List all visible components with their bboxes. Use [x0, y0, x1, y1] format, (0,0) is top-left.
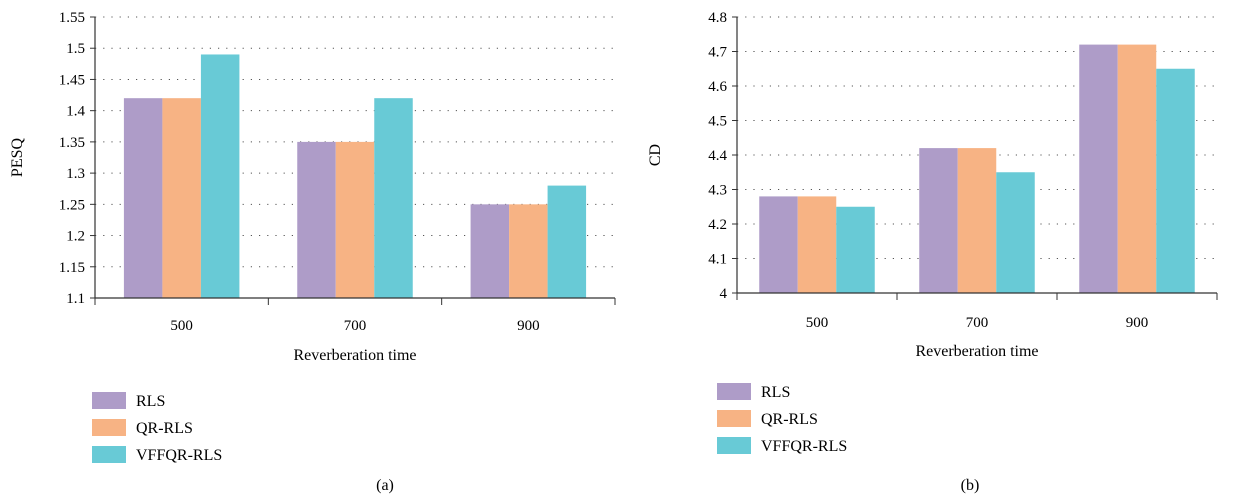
legend-swatch-vffqr-rls	[92, 446, 126, 463]
bar-qr-rls-900	[509, 204, 548, 298]
bar-vffqr-rls-700	[374, 98, 413, 298]
y-tick-label: 1.3	[66, 166, 85, 182]
y-tick-label: 1.25	[59, 197, 85, 213]
x-tick-label: 500	[170, 318, 193, 334]
legend-label: RLS	[761, 384, 790, 401]
bar-qr-rls-900	[1117, 44, 1157, 293]
legend-label: QR-RLS	[136, 420, 193, 437]
y-tick-label: 4.5	[708, 114, 727, 130]
y-tick-label: 4.1	[708, 252, 727, 268]
bar-rls-700	[297, 141, 336, 298]
y-tick-label: 4.2	[708, 217, 727, 233]
bar-rls-500	[759, 196, 798, 293]
x-axis-label: Reverberation time	[915, 343, 1038, 360]
chart-0: 1.1 1.15 1.2 1.25 1.3 1.35 1.4 1.45 1.5 1.55 500 70…	[9, 10, 616, 494]
y-tick-label: 1.2	[66, 229, 85, 245]
y-tick-label: 1.35	[59, 135, 85, 151]
x-tick-label: 500	[806, 315, 829, 331]
y-tick-label: 1.4	[66, 104, 85, 120]
bar-rls-900	[1079, 44, 1118, 293]
legend-swatch-vffqr-rls	[717, 437, 751, 454]
x-tick-label: 700	[966, 315, 989, 331]
y-axis-label: PESQ	[9, 137, 26, 177]
bar-qr-rls-700	[957, 148, 997, 293]
legend-label: VFFQR-RLS	[136, 447, 222, 464]
x-axis-label: Reverberation time	[293, 347, 416, 364]
x-tick-label: 900	[517, 318, 540, 334]
legend-label: QR-RLS	[761, 411, 818, 428]
y-tick-label: 4.8	[708, 10, 727, 26]
bar-qr-rls-700	[335, 141, 375, 298]
legend-swatch-qr-rls	[92, 419, 126, 436]
bar-qr-rls-500	[797, 196, 837, 293]
y-tick-label: 4.6	[708, 79, 727, 95]
legend-swatch-rls	[92, 392, 126, 409]
y-tick-label: 1.1	[66, 291, 85, 307]
legend-swatch-qr-rls	[717, 410, 751, 427]
bar-qr-rls-500	[162, 98, 201, 298]
chart-1: 4 4.1 4.2 4.3 4.4 4.5 4.6 4.7 4.8 500 700 900 Reverb…	[647, 10, 1218, 494]
bar-vffqr-rls-500	[200, 54, 240, 298]
bar-vffqr-rls-700	[996, 172, 1035, 293]
legend-label: VFFQR-RLS	[761, 438, 847, 455]
y-tick-label: 1.15	[59, 260, 85, 276]
panel-caption: (a)	[376, 477, 394, 494]
bar-vffqr-rls-900	[1156, 68, 1195, 293]
bar-vffqr-rls-900	[547, 185, 587, 298]
y-tick-label: 4	[720, 286, 728, 302]
y-tick-label: 4.7	[708, 45, 727, 61]
bar-vffqr-rls-500	[836, 206, 875, 293]
x-tick-label: 700	[344, 318, 367, 334]
y-tick-label: 4.4	[708, 148, 727, 164]
legend-label: RLS	[136, 393, 165, 410]
y-tick-label: 1.5	[66, 41, 85, 57]
x-tick-label: 900	[1126, 315, 1149, 331]
y-tick-label: 4.3	[708, 183, 727, 199]
bar-rls-500	[123, 98, 163, 298]
y-tick-label: 1.55	[59, 10, 85, 26]
bar-rls-700	[919, 148, 958, 293]
y-tick-label: 1.45	[59, 72, 85, 88]
bar-rls-900	[470, 204, 510, 298]
y-axis-label: CD	[647, 144, 664, 166]
panel-caption: (b)	[961, 477, 980, 494]
legend-swatch-rls	[717, 383, 751, 400]
